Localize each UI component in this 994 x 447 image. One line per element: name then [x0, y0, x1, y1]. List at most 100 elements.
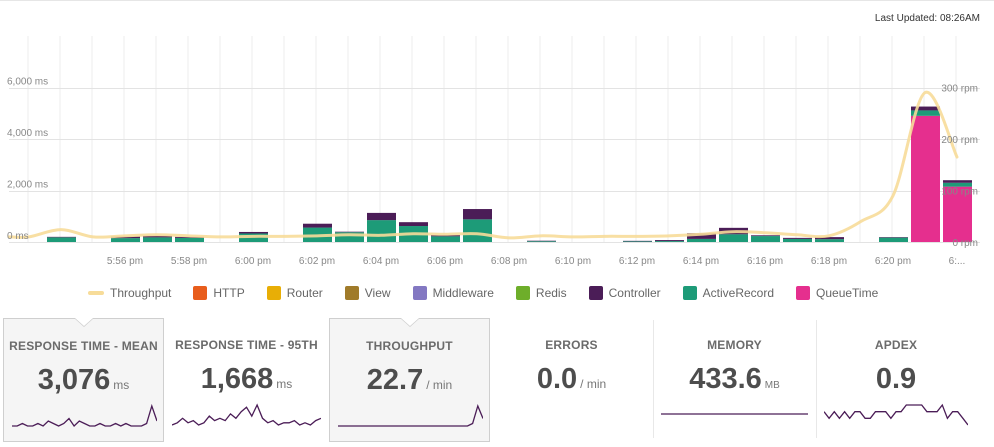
bar-controller-19[interactable] [623, 240, 652, 242]
bar-activerecord-22[interactable] [719, 234, 748, 242]
metric-value-row: 22.7/ min [330, 364, 489, 397]
metric-card-response-time-95th[interactable]: RESPONSE TIME - 95TH 1,668 ms [164, 318, 329, 442]
bar-controller-23[interactable] [751, 235, 780, 237]
bar-controller-25[interactable] [815, 237, 844, 240]
card-divider [653, 320, 654, 438]
x-axis-label: 6:20 pm [875, 256, 911, 266]
x-axis-label: 6:... [949, 256, 966, 266]
bar-activerecord-29[interactable] [943, 182, 972, 187]
legend-swatch [588, 286, 603, 300]
x-axis-label: 6:14 pm [683, 256, 719, 266]
metric-card-errors[interactable]: ERRORS 0.0/ min [490, 318, 653, 442]
bar-controller-16[interactable] [527, 240, 556, 242]
legend-label: Redis [535, 286, 567, 300]
bar-activerecord-21[interactable] [687, 238, 716, 242]
legend-item-http[interactable]: HTTP [193, 286, 245, 300]
bar-controller-14[interactable] [463, 209, 492, 220]
bar-queuetime-28[interactable] [911, 115, 940, 242]
y-axis-left-label: 0 ms [7, 231, 29, 242]
legend-swatch [344, 286, 359, 300]
legend-item-router[interactable]: Router [266, 286, 323, 300]
bar-activerecord-28[interactable] [911, 110, 940, 116]
response-time-chart[interactable]: 6,000 ms 4,000 ms 2,000 ms 0 ms 300 rpm 200 r… [0, 34, 994, 266]
last-updated-text: Last Updated: 08:26AM [874, 13, 980, 24]
sparkline-path [338, 404, 483, 427]
bar-activerecord-20[interactable] [655, 241, 684, 242]
y-axis-right-label: 100 rpm [941, 187, 978, 198]
x-axis-label: 6:18 pm [811, 256, 847, 266]
bar-controller-7[interactable] [239, 231, 268, 234]
bar-activerecord-3[interactable] [111, 238, 140, 242]
sparkline-path [172, 403, 321, 426]
bar-activerecord-13[interactable] [431, 236, 460, 242]
bar-activerecord-4[interactable] [143, 237, 172, 242]
bar-activerecord-16[interactable] [527, 241, 556, 242]
bar-controller-9[interactable] [303, 223, 332, 228]
bar-activerecord-25[interactable] [815, 239, 844, 242]
legend-swatch [412, 286, 427, 300]
x-axis-label: 6:04 pm [363, 256, 399, 266]
x-axis-label: 6:12 pm [619, 256, 655, 266]
bar-activerecord-11[interactable] [367, 220, 396, 242]
metric-card-memory[interactable]: MEMORY 433.6 MB [653, 318, 816, 442]
legend-item-activerecord[interactable]: ActiveRecord [682, 286, 774, 300]
legend-label: Controller [608, 286, 661, 300]
bar-activerecord-1[interactable] [47, 237, 76, 242]
legend-label: HTTP [213, 286, 245, 300]
legend-swatch [796, 286, 811, 300]
bar-controller-28[interactable] [911, 106, 940, 111]
bar-controller-1[interactable] [47, 236, 76, 238]
bar-activerecord-14[interactable] [463, 219, 492, 242]
bar-controller-27[interactable] [879, 237, 908, 238]
bar-controller-21[interactable] [687, 233, 716, 239]
bar-controller-20[interactable] [655, 240, 684, 242]
bar-activerecord-24[interactable] [783, 238, 812, 242]
bar-controller-11[interactable] [367, 212, 396, 221]
legend-swatch [266, 286, 281, 300]
sparkline [12, 403, 157, 428]
bar-controller-5[interactable] [175, 236, 204, 238]
bar-controller-29[interactable] [943, 180, 972, 183]
legend-item-queuetime[interactable]: QueueTime [796, 286, 878, 300]
bar-controller-12[interactable] [399, 222, 428, 227]
metric-title: THROUGHPUT [366, 339, 453, 353]
metric-unit: ms [113, 378, 130, 392]
bar-controller-10[interactable] [335, 231, 364, 233]
bar-activerecord-23[interactable] [751, 236, 780, 242]
legend-item-view[interactable]: View [344, 286, 391, 300]
x-axis-label: 5:56 pm [107, 256, 143, 266]
bar-activerecord-27[interactable] [879, 237, 908, 242]
metric-value-row: 0.0/ min [490, 363, 653, 396]
metric-card-response-time-mean[interactable]: RESPONSE TIME - MEAN 3,076 ms [3, 318, 164, 442]
metric-value: 3,076 [37, 364, 111, 396]
sparkline [338, 404, 483, 427]
bar-queuetime-29[interactable] [943, 186, 972, 242]
metric-value: 0.0 [536, 363, 578, 395]
bar-controller-3[interactable] [111, 236, 140, 239]
legend-item-redis[interactable]: Redis [515, 286, 567, 300]
bar-activerecord-5[interactable] [175, 237, 204, 242]
bar-controller-24[interactable] [783, 237, 812, 239]
metric-unit: / min [580, 377, 607, 391]
legend-label: Middleware [432, 286, 494, 300]
metric-title: APDEX [874, 338, 918, 352]
metric-value: 1,668 [200, 363, 274, 395]
legend-item-controller[interactable]: Controller [588, 286, 661, 300]
x-axis-label: 6:10 pm [555, 256, 591, 266]
metric-title: RESPONSE TIME - MEAN [9, 339, 158, 353]
legend-item-throughput[interactable]: Throughput [88, 286, 171, 300]
bar-controller-4[interactable] [143, 235, 172, 238]
chart-legend: Throughput HTTP Router View Middleware Redis C… [88, 286, 878, 300]
bar-activerecord-19[interactable] [623, 241, 652, 242]
y-axis-left-label: 2,000 ms [7, 180, 48, 191]
bar-activerecord-10[interactable] [335, 232, 364, 242]
legend-item-middleware[interactable]: Middleware [412, 286, 494, 300]
last-updated: Last Updated: 08:26AM [875, 13, 980, 24]
metric-unit: / min [426, 378, 453, 392]
metric-value: 22.7 [366, 364, 424, 396]
metric-title: RESPONSE TIME - 95TH [175, 338, 318, 352]
metric-title: MEMORY [707, 338, 762, 352]
metric-card-apdex[interactable]: APDEX 0.9 [816, 318, 976, 442]
metric-card-throughput[interactable]: THROUGHPUT 22.7/ min [329, 318, 490, 442]
sparkline [824, 403, 968, 426]
